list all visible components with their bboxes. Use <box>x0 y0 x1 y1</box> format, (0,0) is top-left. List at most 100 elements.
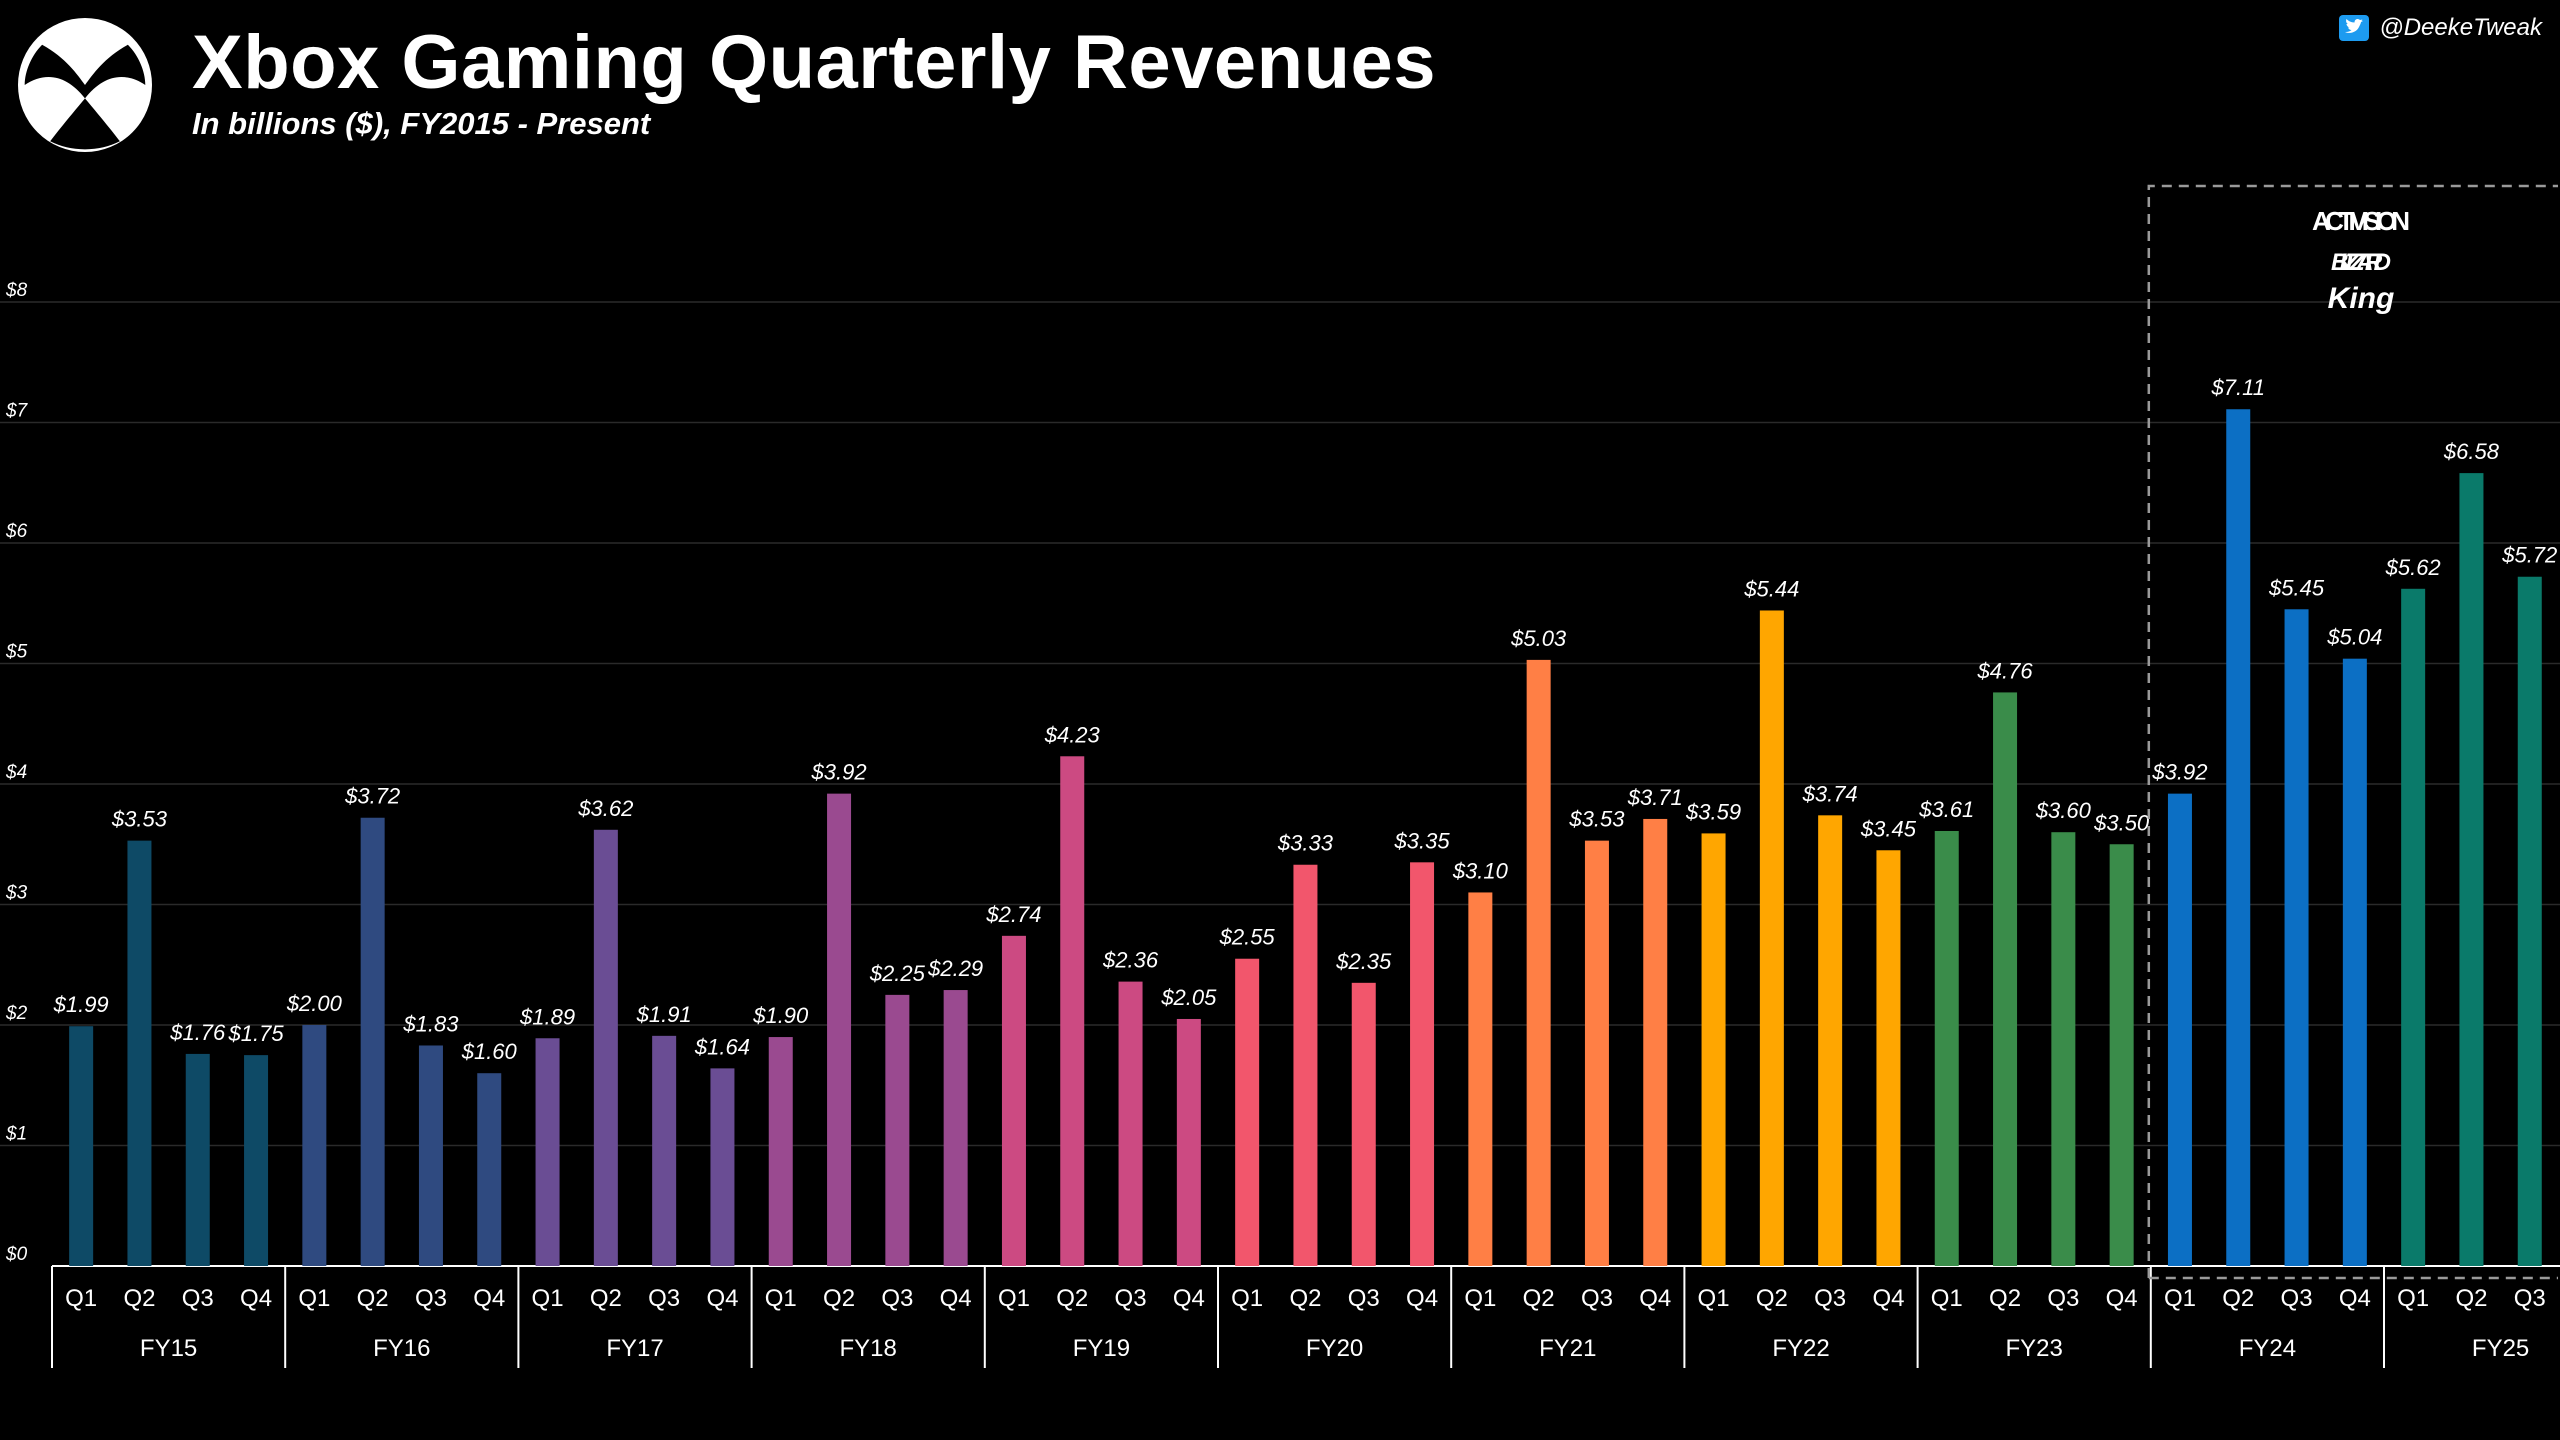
quarter-label: Q4 <box>2339 1285 2371 1312</box>
value-label: $1.64 <box>694 1034 750 1059</box>
y-tick-label: $7 <box>5 401 29 422</box>
bar-fy19-q3 <box>1118 981 1143 1266</box>
bar-fy24-q2 <box>2226 409 2251 1266</box>
quarter-label: Q3 <box>2514 1285 2546 1312</box>
bar-fy17-q2 <box>593 829 618 1266</box>
quarter-label: Q4 <box>1872 1285 1904 1312</box>
quarter-label: Q1 <box>1464 1285 1496 1312</box>
bar-fy20-q2 <box>1293 864 1318 1266</box>
quarter-label: Q4 <box>473 1285 505 1312</box>
value-label: $2.74 <box>985 902 1041 927</box>
revenue-bar-chart: $0 $1 $2 $3 $4 $5 $6 $7 $8 $1.99 Q1 $3.53 Q2 $1.76 Q3 $… <box>0 184 2560 1368</box>
quarter-label: Q4 <box>1406 1285 1438 1312</box>
fiscal-year-label: FY15 <box>140 1335 197 1362</box>
quarter-label: Q2 <box>123 1285 155 1312</box>
bar-fy18-q2 <box>827 793 852 1266</box>
xbox-logo-icon <box>18 18 152 152</box>
bar-fy22-q1 <box>1701 833 1726 1266</box>
fiscal-year-label: FY17 <box>606 1335 663 1362</box>
quarter-label: Q2 <box>1756 1285 1788 1312</box>
value-label: $3.50 <box>2093 810 2150 835</box>
value-label: $4.76 <box>1977 658 2034 683</box>
fiscal-year-label: FY22 <box>1772 1335 1829 1362</box>
twitter-icon <box>2339 15 2370 41</box>
y-tick-label: $8 <box>5 280 28 301</box>
bar-fy17-q4 <box>710 1068 735 1266</box>
bar-fy15-q4 <box>244 1055 269 1266</box>
quarter-label: Q3 <box>1115 1285 1147 1312</box>
quarter-label: Q3 <box>1348 1285 1380 1312</box>
quarter-label: Q2 <box>1523 1285 1555 1312</box>
bar-fy25-q1 <box>2401 588 2426 1266</box>
bar-fy15-q2 <box>127 840 152 1266</box>
value-label: $4.23 <box>1044 722 1101 747</box>
bar-fy19-q4 <box>1176 1018 1201 1266</box>
value-label: $3.33 <box>1277 831 1334 856</box>
quarter-label: Q1 <box>1931 1285 1963 1312</box>
quarter-label: Q1 <box>2397 1285 2429 1312</box>
quarter-label: Q1 <box>298 1285 330 1312</box>
blizzard-logo-text: BLIZZARD <box>2331 249 2391 276</box>
chart-subtitle: In billions ($), FY2015 - Present <box>192 106 651 141</box>
y-tick-label: $5 <box>5 642 28 663</box>
value-label: $1.76 <box>169 1020 226 1045</box>
bar-fy21-q3 <box>1584 840 1609 1266</box>
quarter-label: Q1 <box>1698 1285 1730 1312</box>
bar-fy25-q3 <box>2517 576 2542 1266</box>
y-tick-label: $3 <box>5 883 28 904</box>
bar-fy23-q4 <box>2109 844 2134 1266</box>
bar-fy24-q4 <box>2342 658 2367 1266</box>
quarter-label: Q3 <box>1581 1285 1613 1312</box>
value-label: $2.00 <box>286 991 343 1016</box>
bar-fy16-q3 <box>418 1045 443 1266</box>
value-label: $5.03 <box>1510 626 1567 651</box>
header: Xbox Gaming Quarterly Revenues In billio… <box>0 0 2560 160</box>
bar-fy18-q4 <box>943 990 968 1266</box>
bar-fy22-q3 <box>1818 815 1843 1266</box>
fiscal-year-label: FY18 <box>840 1335 897 1362</box>
bar-fy16-q4 <box>477 1073 502 1266</box>
bar-fy21-q1 <box>1468 892 1493 1266</box>
quarter-label: Q3 <box>1814 1285 1846 1312</box>
quarter-label: Q2 <box>590 1285 622 1312</box>
value-label: $3.74 <box>1802 781 1858 806</box>
quarter-label: Q2 <box>1056 1285 1088 1312</box>
chart-title: Xbox Gaming Quarterly Revenues <box>192 20 1437 105</box>
fiscal-year-label: FY20 <box>1306 1335 1363 1362</box>
bar-fy20-q4 <box>1410 862 1435 1266</box>
bar-fy18-q1 <box>768 1037 793 1266</box>
value-label: $7.11 <box>2211 375 2265 400</box>
bar-fy23-q1 <box>1934 830 1959 1266</box>
bar-fy23-q2 <box>1993 692 2018 1266</box>
quarter-label: Q3 <box>648 1285 680 1312</box>
y-tick-label: $1 <box>5 1124 27 1145</box>
bar-fy24-q3 <box>2284 609 2309 1266</box>
value-label: $5.62 <box>2385 555 2441 580</box>
quarter-label: Q4 <box>1639 1285 1671 1312</box>
y-tick-label: $4 <box>5 762 27 783</box>
author-handle[interactable]: @DeekeTweak <box>2339 12 2542 44</box>
quarter-label: Q2 <box>1289 1285 1321 1312</box>
bar-fy20-q3 <box>1351 982 1376 1266</box>
quarter-label: Q4 <box>940 1285 972 1312</box>
fiscal-year-label: FY16 <box>373 1335 430 1362</box>
value-label: $1.83 <box>402 1011 459 1036</box>
bar-fy17-q3 <box>652 1035 677 1266</box>
value-label: $3.61 <box>1918 797 1974 822</box>
bar-fy21-q4 <box>1643 818 1668 1266</box>
chart-area: $0 $1 $2 $3 $4 $5 $6 $7 $8 $1.99 Q1 $3.53 Q2 $1.76 Q3 $… <box>0 160 2560 1440</box>
bar-fy17-q1 <box>535 1038 560 1266</box>
bar-fy22-q2 <box>1759 610 1784 1266</box>
value-label: $2.55 <box>1219 925 1276 950</box>
bar-fy25-q2 <box>2459 473 2484 1266</box>
quarter-label: Q2 <box>823 1285 855 1312</box>
quarter-label: Q1 <box>765 1285 797 1312</box>
quarter-label: Q4 <box>240 1285 272 1312</box>
value-label: $3.59 <box>1685 799 1741 824</box>
quarter-label: Q1 <box>532 1285 564 1312</box>
value-label: $3.71 <box>1627 785 1683 810</box>
value-label: $3.10 <box>1452 858 1509 883</box>
y-tick-label: $2 <box>5 1003 28 1024</box>
value-label: $1.60 <box>461 1039 518 1064</box>
value-label: $3.53 <box>1568 807 1625 832</box>
